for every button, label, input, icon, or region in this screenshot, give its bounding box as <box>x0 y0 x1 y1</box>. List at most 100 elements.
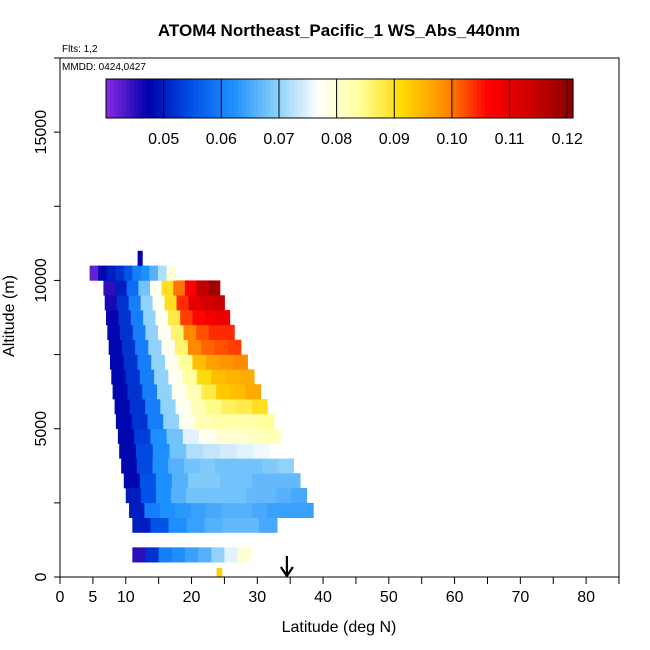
colorbar-segment <box>337 79 343 118</box>
heatmap-cell <box>155 488 172 504</box>
colorbar-segment <box>169 79 175 118</box>
colorbar-segment <box>385 79 390 118</box>
heatmap-cell <box>217 310 231 326</box>
colorbar-segment <box>473 79 478 118</box>
heatmap-cell <box>233 354 248 370</box>
heatmap-cell <box>138 280 151 296</box>
x-axis: 0 5 10 20 30 40 50 60 70 80 <box>56 577 620 606</box>
heatmap-cell <box>175 502 191 518</box>
heatmap-cell <box>120 324 134 341</box>
heatmap-cell <box>186 517 206 533</box>
heatmap-cell <box>128 295 142 311</box>
heatmap-cell <box>201 384 217 400</box>
colorbar-segment <box>269 79 275 118</box>
colorbar-segment <box>369 79 375 118</box>
y-axis-label: Altitude (m) <box>1 275 18 357</box>
flights-label: Flts: 1,2 <box>62 44 98 55</box>
heatmap-cell <box>148 339 163 355</box>
x-tick-label: 40 <box>314 589 332 606</box>
colorbar-segment <box>361 79 367 118</box>
heatmap-cell <box>211 369 226 385</box>
heatmap-cell <box>168 369 184 385</box>
heatmap-cell <box>276 488 293 504</box>
heatmap-cell <box>267 502 284 518</box>
heatmap-cell <box>251 399 268 415</box>
colorbar-segment <box>277 79 283 118</box>
colorbar-segment <box>525 79 530 118</box>
heatmap-cell <box>157 265 168 281</box>
colorbar-segment <box>341 79 347 118</box>
heatmap-cell <box>104 295 118 311</box>
heatmap-cell <box>270 443 288 459</box>
heatmap-cell <box>182 369 198 385</box>
colorbar-segment <box>541 79 546 118</box>
colorbar-segment <box>373 79 379 118</box>
colorbar-segment <box>257 79 263 118</box>
colorbar-segment <box>157 79 163 118</box>
heatmap-cell <box>253 443 271 459</box>
heatmap-cell <box>251 473 269 489</box>
colorbar-segment <box>217 79 223 118</box>
colorbar-segment <box>273 79 279 118</box>
colorbar-segment <box>417 79 422 118</box>
heatmap-cell <box>151 354 166 370</box>
heatmap-cell <box>108 339 123 355</box>
colorbar-segment <box>501 79 506 118</box>
x-tick-label: 20 <box>183 589 201 606</box>
colorbar-segment <box>329 79 335 118</box>
colorbar-segment <box>529 79 534 118</box>
heatmap-cell <box>116 295 130 311</box>
colorbar-segment <box>185 79 191 118</box>
colorbar-segment <box>545 79 550 118</box>
heatmap-cell <box>200 295 213 311</box>
colorbar-segment <box>377 79 383 118</box>
colorbar-segment <box>393 79 398 118</box>
heatmap-cell <box>149 265 159 281</box>
colorbar-segment <box>497 79 502 118</box>
colorbar-segment <box>481 79 486 118</box>
heatmap-cell <box>140 488 157 504</box>
heatmap-cell <box>236 443 254 459</box>
heatmap-cell <box>171 547 186 563</box>
y-tick-label: 10000 <box>33 258 50 303</box>
colorbar-segment <box>509 79 514 118</box>
heatmap-cell <box>119 443 137 459</box>
heatmap-cell <box>166 265 176 281</box>
colorbar-segment <box>533 79 538 118</box>
heatmap-cell <box>123 354 138 370</box>
colorbar-segment <box>129 79 135 118</box>
colorbar-segment <box>421 79 426 118</box>
colorbar-segment <box>225 79 231 118</box>
colorbar-segment <box>561 79 566 118</box>
colorbar-segment <box>245 79 251 118</box>
heatmap-cell <box>196 324 210 341</box>
heatmap-cell <box>242 413 259 430</box>
colorbar-segment <box>381 79 387 118</box>
heatmap-cell <box>257 413 275 430</box>
colorbar-segment <box>285 79 291 118</box>
colorbar-segment <box>321 79 327 118</box>
heatmap-cell <box>206 399 222 415</box>
heatmap-cell <box>149 280 163 296</box>
heatmap-cell <box>198 547 212 563</box>
heatmap-cell <box>224 547 239 563</box>
colorbar-tick-label: 0.10 <box>436 131 467 148</box>
colorbar-segment <box>253 79 259 118</box>
heatmap-cell <box>277 458 294 474</box>
heatmap-cell <box>123 265 133 281</box>
heatmap-cell <box>204 310 218 326</box>
heatmap-cell <box>163 413 180 430</box>
colorbar-segment <box>233 79 239 118</box>
colorbar-segment <box>397 79 402 118</box>
colorbar-tick-label: 0.08 <box>321 131 352 148</box>
y-tick-label: 5000 <box>33 411 50 447</box>
colorbar-segment <box>301 79 307 118</box>
heatmap-cell <box>219 354 235 370</box>
heatmap-cell <box>227 339 242 355</box>
colorbar-segment <box>261 79 267 118</box>
heatmap-cell <box>103 280 116 296</box>
colorbar-segment <box>389 79 394 118</box>
colorbar-segment <box>477 79 482 118</box>
heatmap-cell <box>115 265 125 281</box>
colorbar: 0.05 0.06 0.07 0.08 0.09 0.10 0.11 0.12 <box>105 78 583 148</box>
